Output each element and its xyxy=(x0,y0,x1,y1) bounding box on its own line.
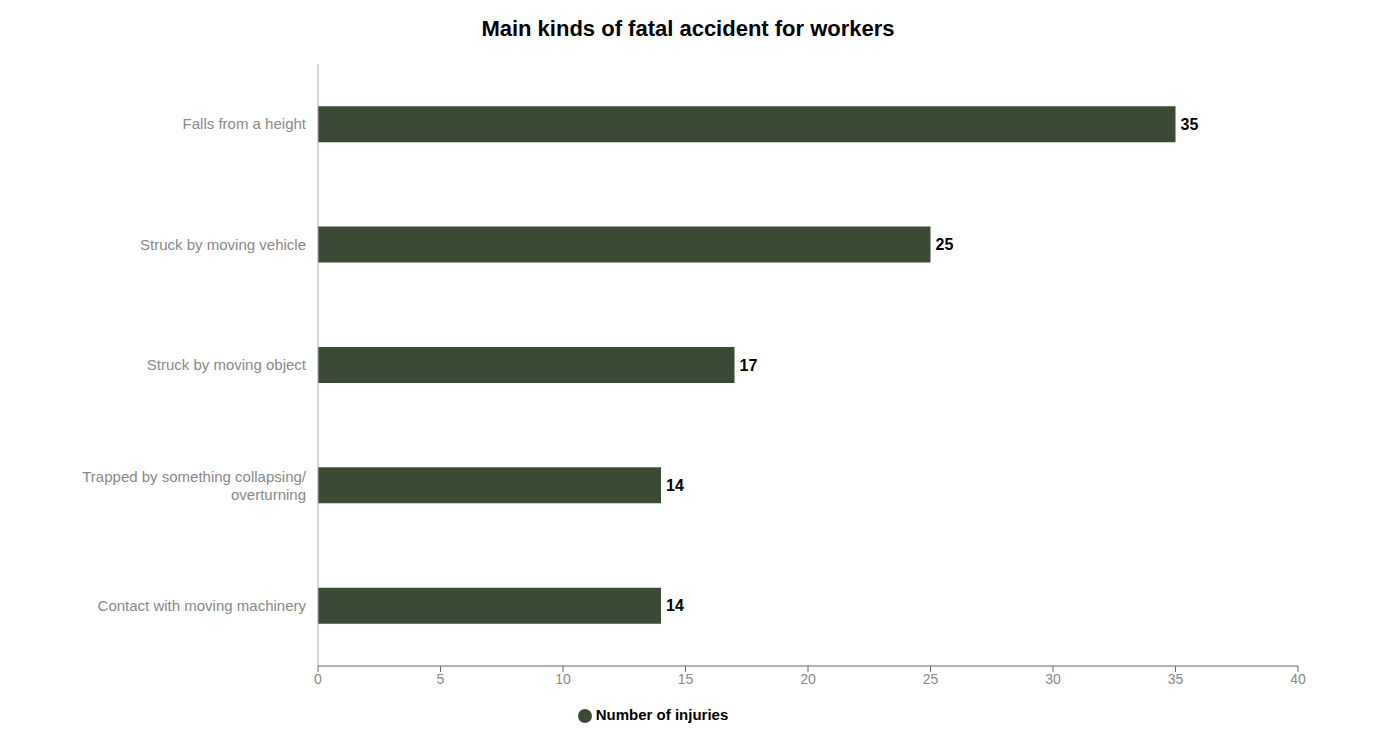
svg-text:35: 35 xyxy=(1181,116,1199,133)
svg-text:0: 0 xyxy=(314,671,322,687)
svg-text:14: 14 xyxy=(666,597,684,614)
svg-text:40: 40 xyxy=(1290,671,1306,687)
svg-text:25: 25 xyxy=(936,236,954,253)
svg-text:25: 25 xyxy=(923,671,939,687)
svg-text:Trapped by something collapsin: Trapped by something collapsing/overturn… xyxy=(82,468,307,503)
svg-text:30: 30 xyxy=(1045,671,1061,687)
svg-text:14: 14 xyxy=(666,477,684,494)
svg-text:Contact with moving machinery: Contact with moving machinery xyxy=(98,597,307,614)
svg-text:35: 35 xyxy=(1168,671,1184,687)
svg-text:15: 15 xyxy=(678,671,694,687)
svg-text:17: 17 xyxy=(740,357,758,374)
html-text:Number of injuries: Number of injuries xyxy=(595,706,729,723)
svg-text:Struck by moving vehicle: Struck by moving vehicle xyxy=(140,236,306,253)
svg-text:Falls from a height: Falls from a height xyxy=(183,115,307,132)
svg-text:Struck by moving object: Struck by moving object xyxy=(147,356,307,373)
html-text:Main kinds of fatal accident f: Main kinds of fatal accident for workers xyxy=(481,16,895,41)
svg-text:20: 20 xyxy=(800,671,816,687)
svg-text:5: 5 xyxy=(437,671,445,687)
svg-text:10: 10 xyxy=(555,671,571,687)
